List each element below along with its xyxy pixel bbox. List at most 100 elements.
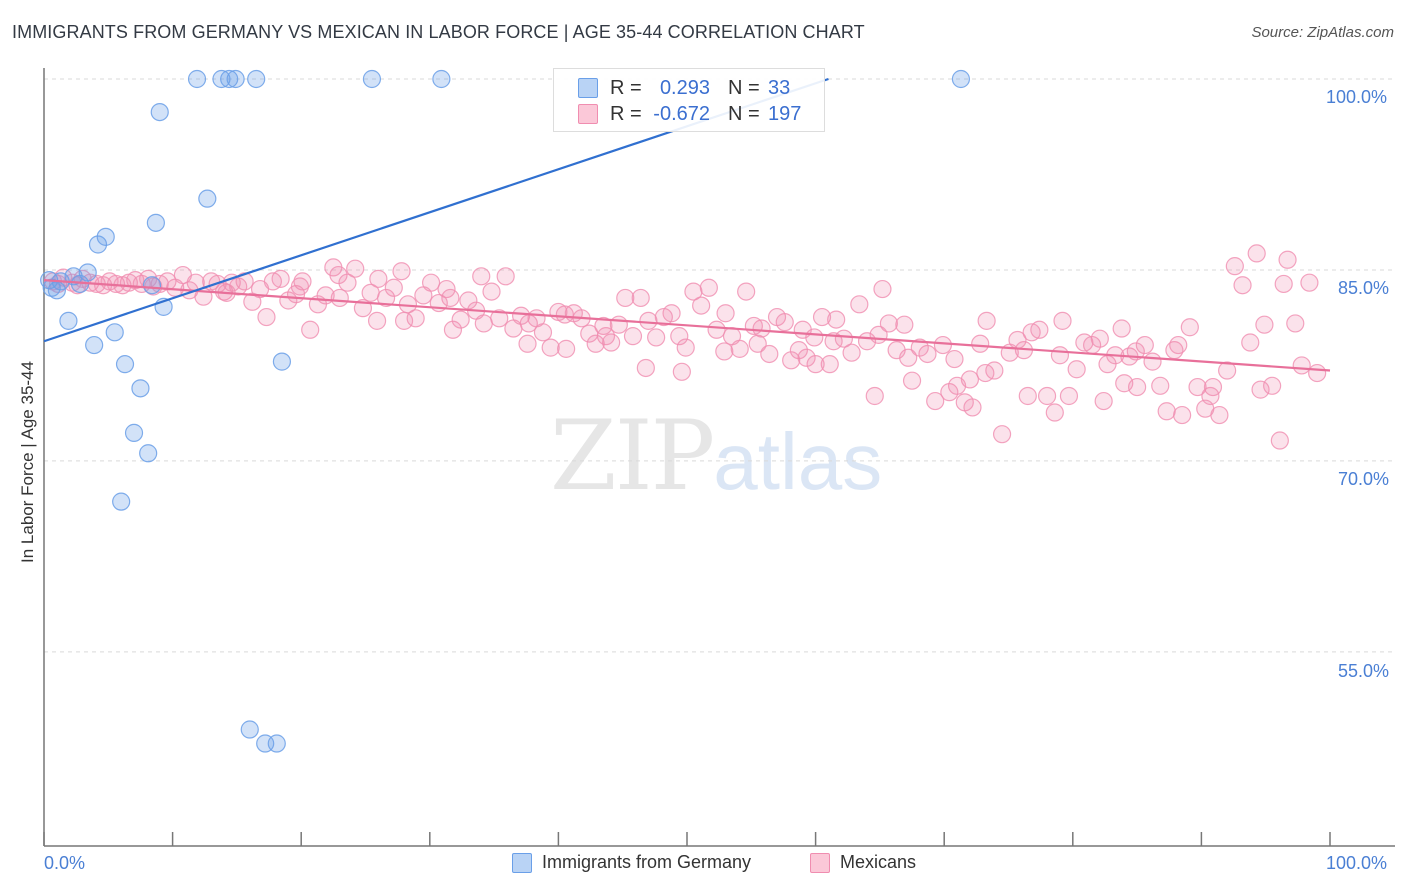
mexican-point bbox=[1180, 318, 1199, 337]
germany-point bbox=[59, 311, 78, 330]
mexican-point bbox=[596, 327, 616, 346]
mexican-point bbox=[490, 309, 509, 328]
mexican-point bbox=[394, 311, 414, 330]
germany-point bbox=[150, 102, 169, 122]
mexican-point bbox=[1300, 273, 1319, 292]
mexican-point bbox=[1210, 405, 1229, 425]
germany-point bbox=[105, 323, 124, 342]
mexican-point bbox=[672, 362, 691, 381]
mexican-point bbox=[271, 269, 290, 288]
mexican-point bbox=[1169, 335, 1188, 355]
germany-points bbox=[40, 69, 971, 753]
germany-point bbox=[88, 235, 108, 254]
y-tick-label-55: 55.0% bbox=[1338, 661, 1390, 681]
mexican-point bbox=[895, 315, 914, 334]
source-credit: Source: ZipAtlas.com bbox=[1251, 24, 1394, 41]
germany-point bbox=[240, 720, 259, 739]
germany-point bbox=[226, 69, 245, 89]
mexican-point bbox=[441, 288, 460, 308]
germany-point bbox=[247, 69, 266, 89]
mexican-point bbox=[406, 309, 425, 328]
mexican-point bbox=[472, 267, 491, 286]
mexican-point bbox=[647, 328, 666, 347]
germany-point bbox=[96, 227, 115, 246]
germany-point bbox=[42, 278, 61, 297]
mexican-point bbox=[1094, 391, 1113, 411]
r-value: -0.672 bbox=[653, 102, 710, 125]
mexican-point bbox=[692, 296, 711, 315]
axis-layer bbox=[43, 68, 1395, 847]
germany-point bbox=[362, 69, 382, 89]
mexican-point bbox=[1059, 386, 1079, 406]
mexican-point bbox=[1188, 377, 1207, 397]
mexican-point bbox=[752, 319, 771, 338]
mexican-point bbox=[586, 334, 605, 353]
mexican-point bbox=[1030, 320, 1049, 339]
mexican-point bbox=[367, 311, 387, 330]
mexican-point bbox=[1037, 386, 1057, 406]
mexican-point bbox=[1053, 311, 1072, 330]
watermark-atlas: atlas bbox=[713, 417, 883, 506]
n-label: N = bbox=[728, 76, 760, 99]
germany-point bbox=[198, 189, 217, 208]
mexican-point bbox=[451, 310, 470, 329]
mexican-point bbox=[301, 320, 320, 339]
mexican-point bbox=[865, 386, 884, 406]
mexican-point bbox=[1067, 360, 1086, 379]
legend-label-mexican: Mexicans bbox=[840, 852, 917, 872]
mexican-point bbox=[631, 288, 650, 308]
mexican-point bbox=[376, 288, 396, 308]
germany-point bbox=[85, 335, 104, 355]
mexican-point bbox=[827, 310, 846, 329]
legend-item-mexican[interactable]: Mexicans bbox=[810, 852, 916, 873]
germany-point bbox=[272, 352, 292, 371]
germany-point bbox=[220, 69, 239, 89]
mexican-point bbox=[918, 344, 937, 364]
mexican-point bbox=[443, 320, 463, 339]
mexican-point bbox=[782, 351, 801, 370]
mexican-point bbox=[1263, 376, 1282, 395]
mexican-point bbox=[639, 311, 658, 330]
mexican-point bbox=[330, 288, 349, 308]
mexican-point bbox=[945, 349, 964, 369]
legend-row-germany: R = 0.293 N = 33 bbox=[578, 75, 790, 101]
y-tick-label-100: 100.0% bbox=[1326, 87, 1388, 107]
mexican-point bbox=[1115, 374, 1134, 393]
mexican-point bbox=[873, 279, 892, 299]
germany-point bbox=[187, 69, 207, 89]
mexican-point bbox=[1018, 386, 1037, 406]
mexican-point bbox=[482, 282, 501, 301]
germany-point bbox=[139, 444, 158, 463]
legend-item-germany[interactable]: Immigrants from Germany bbox=[512, 852, 751, 873]
germany-point bbox=[124, 423, 144, 442]
mexican-point bbox=[636, 358, 655, 378]
mexican-point bbox=[392, 262, 411, 281]
mexican-point bbox=[960, 370, 980, 389]
mexican-point bbox=[369, 269, 388, 288]
germany-point bbox=[115, 355, 135, 374]
mexican-point bbox=[421, 273, 441, 292]
mexican-point bbox=[1173, 405, 1192, 425]
mexican-point bbox=[676, 338, 695, 357]
n-label: N = bbox=[728, 102, 760, 125]
germany-point bbox=[142, 276, 162, 295]
mexican-point bbox=[760, 344, 779, 364]
germany-swatch bbox=[512, 852, 532, 873]
mexican-point bbox=[1050, 346, 1070, 365]
mexican-point bbox=[257, 307, 276, 327]
germany-point bbox=[212, 69, 231, 89]
mexican-point bbox=[437, 279, 456, 299]
germany-point bbox=[256, 734, 275, 753]
mexican-point bbox=[1292, 356, 1311, 375]
mexican-point bbox=[1255, 315, 1274, 334]
mexican-point bbox=[670, 327, 689, 346]
mexican-point bbox=[869, 325, 888, 344]
mexican-point bbox=[346, 259, 365, 278]
grid-layer bbox=[44, 78, 1395, 653]
mexican-point bbox=[235, 272, 254, 291]
watermark-zip: ZIP bbox=[550, 400, 715, 512]
watermark: ZIPatlas bbox=[550, 400, 882, 512]
mexican-point bbox=[1090, 329, 1109, 348]
mexican-point bbox=[1112, 319, 1131, 338]
mexican-point bbox=[1308, 363, 1327, 383]
